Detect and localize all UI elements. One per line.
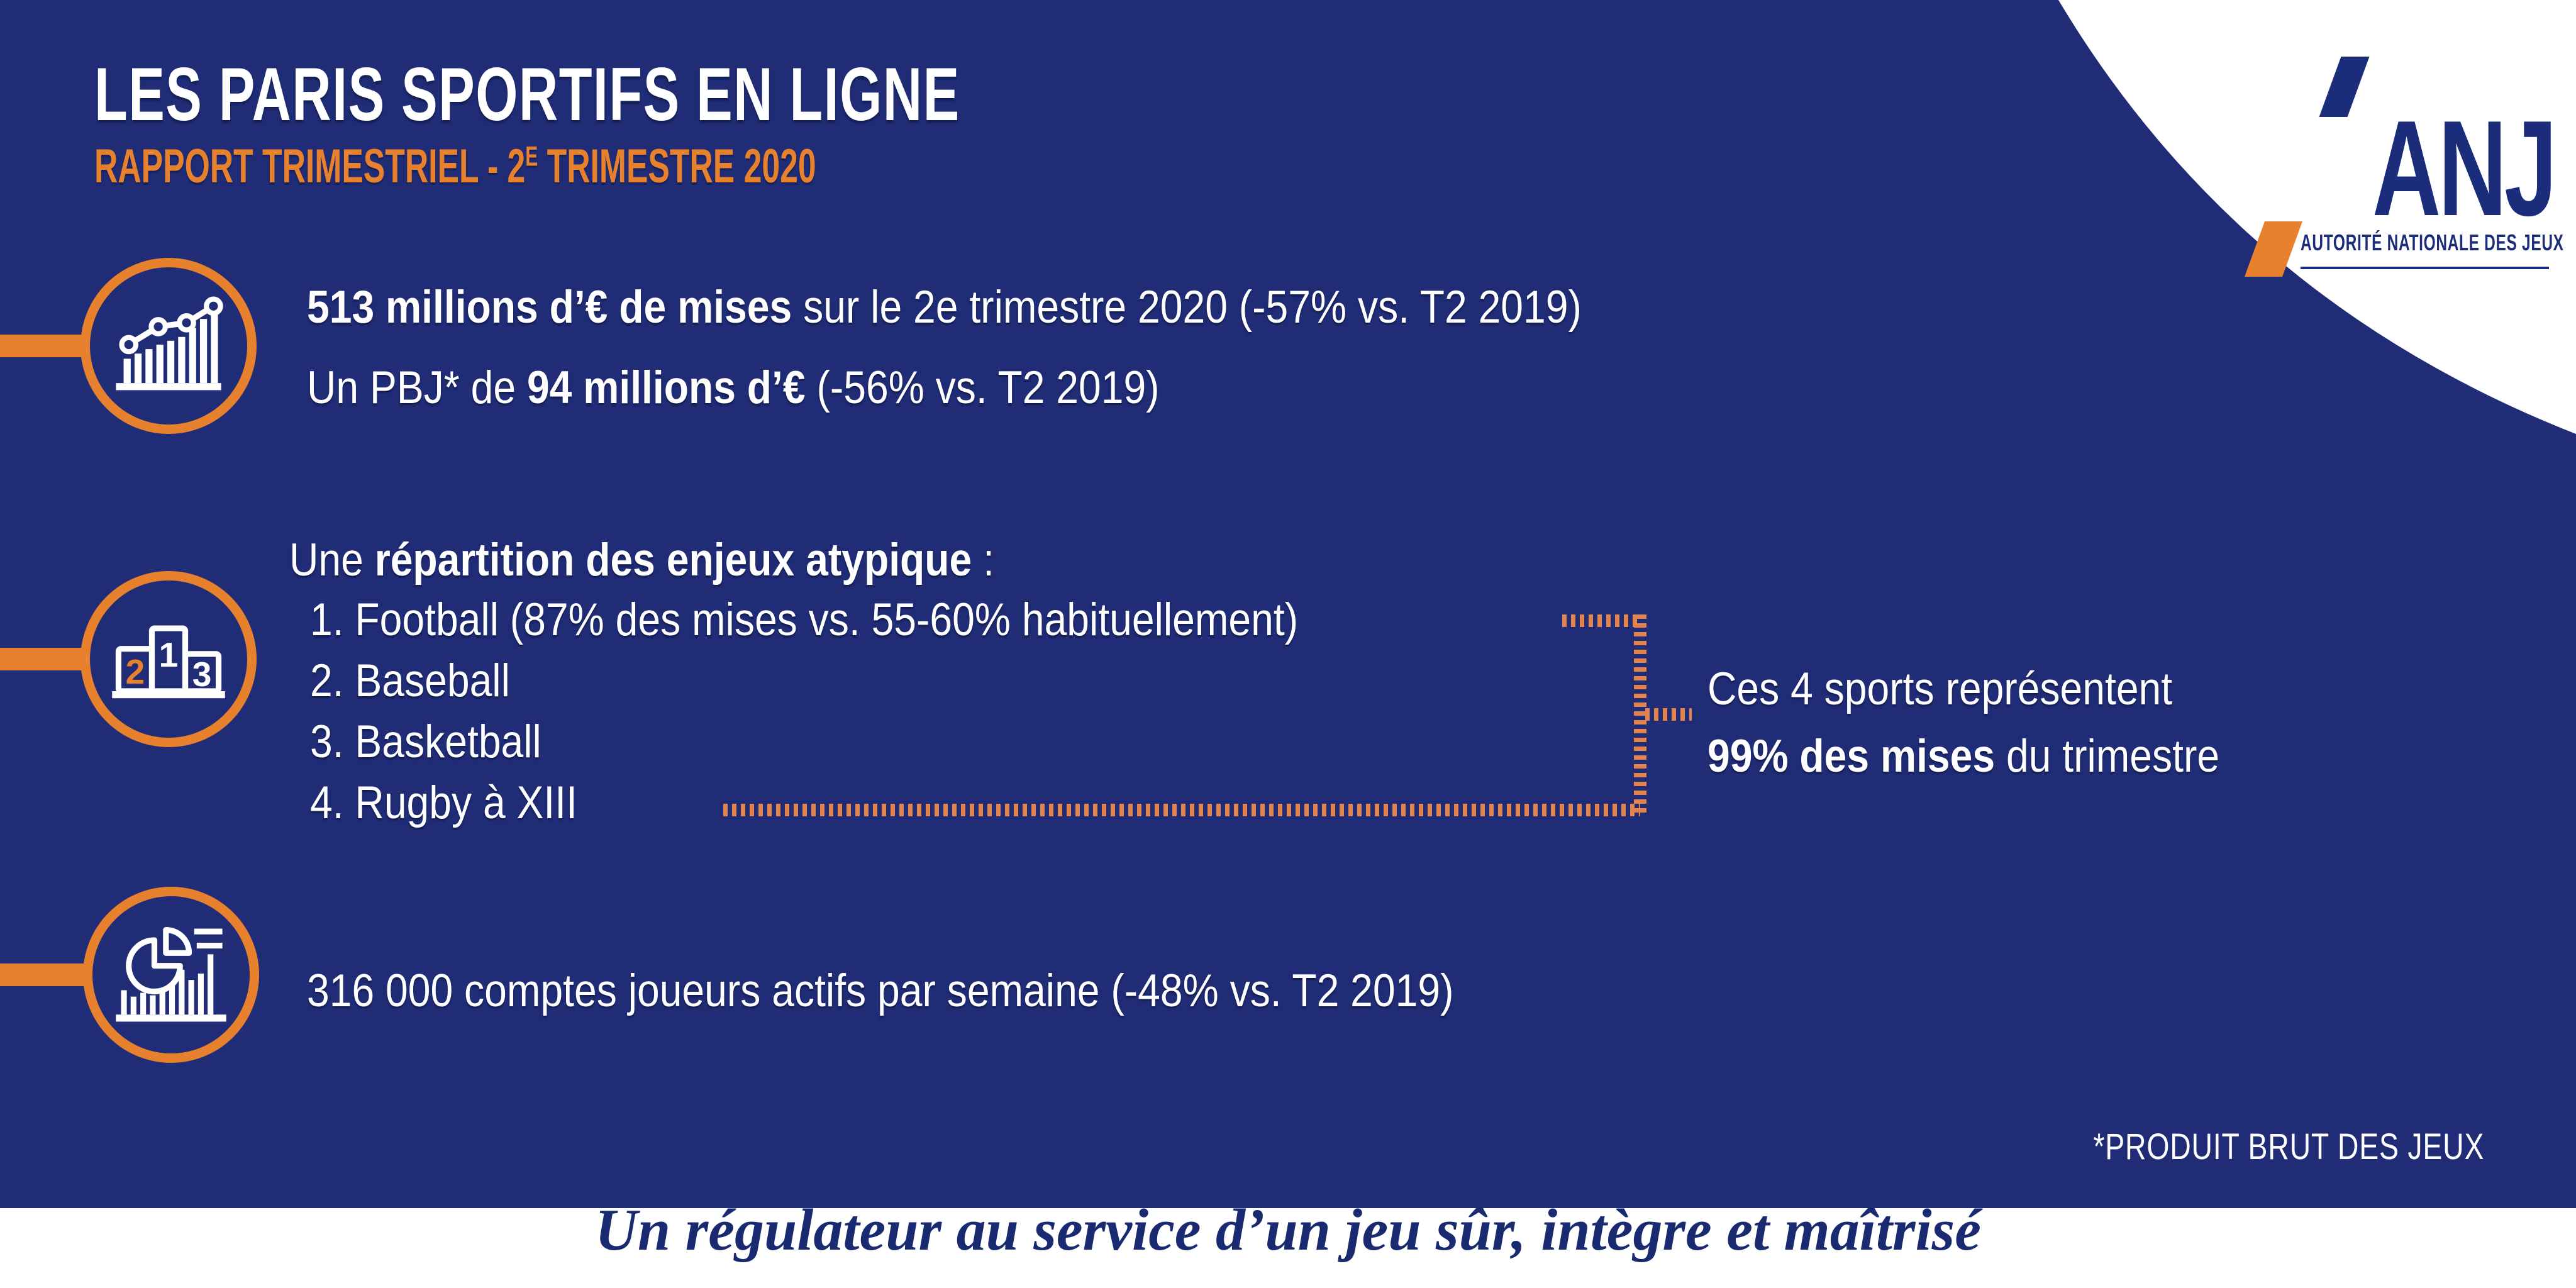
ranking-heading-bold: répartition des enjeux atypique [374,535,972,586]
ranking-heading-prefix: Une [289,535,375,586]
section1-connector-bar [0,335,88,357]
ranking-item-baseball: 2. Baseball [310,655,510,706]
anj-logo-underline [2301,267,2549,269]
dotted-line-top [1562,614,1639,627]
stakes-line-2: Un PBJ* de 94 millions d’€ (-56% vs. T2 … [307,365,1160,411]
anj-logo: ANJ [2372,92,2557,244]
anj-logo-name: AUTORITÉ NATIONALE DES JEUX [2301,230,2564,255]
ranking-item-basketball: 3. Basketball [310,716,541,767]
podium-rank-1: 1 [159,635,179,674]
stakes-line-1: 513 millions d’€ de mises sur le 2e trim… [307,284,1582,330]
subtitle-prefix: RAPPORT TRIMESTRIEL - 2 [94,140,526,193]
tagline: Un régulateur au service d’un jeu sûr, i… [595,1197,1981,1263]
stakes-line2-bold: 94 millions d’€ [526,362,806,413]
callout-line-1: Ces 4 sports représentent [1707,663,2173,714]
subtitle-suffix: TRIMESTRE 2020 [538,140,816,193]
ranking-list: 1. Football (87% des mises vs. 55-60% ha… [310,589,1298,833]
podium-rank-3: 3 [192,655,212,694]
subtitle-superscript: E [525,141,538,172]
players-line: 316 000 comptes joueurs actifs par semai… [307,965,1454,1016]
dotted-line-middle [1645,708,1692,721]
stakes-line1-bold: 513 millions d’€ de mises [307,282,792,333]
ranking-item-rugby: 4. Rugby à XIII [310,777,577,828]
pie-chart-icon [116,927,226,1022]
callout-line2-rest: du trimestre [1995,731,2220,782]
ranking-item-football: 1. Football (87% des mises vs. 55-60% ha… [310,594,1299,645]
callout-line-2: 99% des mises du trimestre [1707,733,2219,779]
section3-connector-bar [0,963,88,986]
section2-connector-bar [0,648,88,670]
ranking-heading: Une répartition des enjeux atypique : [289,537,994,583]
ranking-heading-suffix: : [972,535,994,586]
podium-rank-2: 2 [126,652,145,691]
stakes-line2-prefix: Un PBJ* de [307,362,527,413]
bottom-band [0,1208,2576,1288]
dotted-line-vertical [1634,614,1646,816]
stakes-line1-rest: sur le 2e trimestre 2020 (-57% vs. T2 20… [792,282,1582,333]
podium-icon: 2 1 3 [112,625,225,699]
trend-chart-icon [116,296,223,391]
page-subtitle: RAPPORT TRIMESTRIEL - 2E TRIMESTRE 2020 [94,143,816,191]
dotted-line-bottom [723,804,1640,816]
footnote: *PRODUIT BRUT DES JEUX [2093,1126,2484,1167]
page-title: LES PARIS SPORTIFS EN LIGNE [94,52,960,136]
stakes-line2-rest: (-56% vs. T2 2019) [805,362,1160,413]
callout-line2-bold: 99% des mises [1707,731,1996,782]
